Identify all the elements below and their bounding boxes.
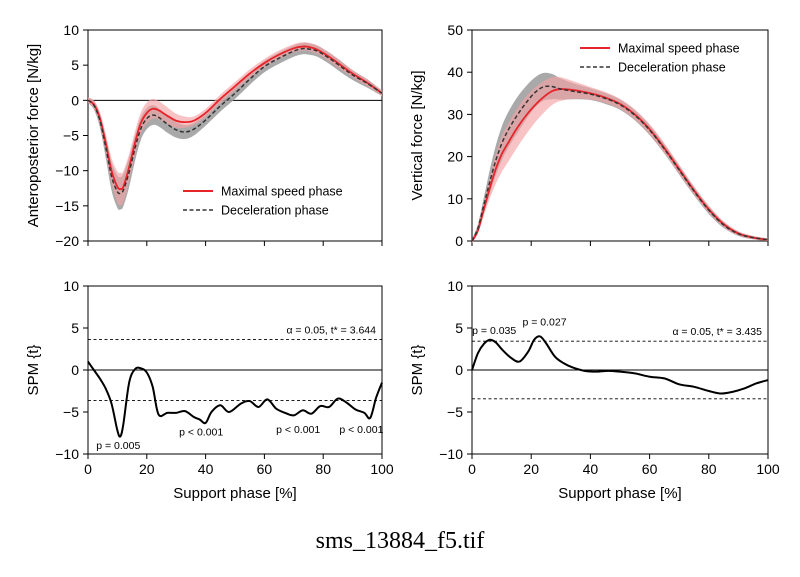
x-tick-label: 100 — [756, 461, 780, 477]
y-tick-label: −5 — [63, 128, 79, 144]
y-tick-label: −10 — [55, 446, 79, 462]
y-axis-label: SPM {t} — [409, 345, 426, 396]
x-tick-label: 40 — [198, 461, 214, 477]
y-tick-label: 30 — [447, 106, 463, 122]
y-tick-label: 0 — [71, 92, 79, 108]
threshold-label: α = 0.05, t* = 3.435 — [672, 326, 762, 338]
y-tick-label: 40 — [447, 64, 463, 80]
x-tick-label: 0 — [468, 461, 476, 477]
x-tick-label: 20 — [523, 461, 539, 477]
threshold-label: α = 0.05, t* = 3.644 — [286, 324, 376, 336]
y-tick-label: 5 — [71, 57, 79, 73]
legend-label-maximal-speed: Maximal speed phase — [221, 185, 343, 199]
y-tick-label: −5 — [63, 404, 79, 420]
y-tick-label: −10 — [439, 446, 463, 462]
spm-t-curve — [471, 335, 769, 395]
spm-t-curve — [87, 361, 383, 438]
line-maximal-speed — [87, 45, 383, 191]
line-deceleration — [471, 85, 769, 242]
x-axis-label: Support phase [%] — [173, 485, 296, 502]
y-tick-label: 10 — [63, 278, 79, 294]
figure-caption: sms_13884_f5.tif — [315, 528, 485, 554]
legend-label-deceleration: Deceleration phase — [618, 61, 726, 75]
band-deceleration — [472, 72, 768, 244]
p-value-label: p = 0.035 — [472, 325, 516, 337]
y-tick-label: −10 — [55, 163, 79, 179]
p-value-label: p < 0.001 — [179, 427, 223, 439]
p-value-label: p = 0.027 — [522, 316, 566, 328]
legend-label-deceleration: Deceleration phase — [221, 204, 329, 218]
y-tick-label: 10 — [63, 22, 79, 38]
y-tick-label: 0 — [71, 362, 79, 378]
y-tick-label: 10 — [447, 191, 463, 207]
x-tick-label: 0 — [84, 461, 92, 477]
y-tick-label: 20 — [447, 149, 463, 165]
y-tick-label: 5 — [455, 320, 463, 336]
panel-spm-vertical: 10 5 0 −5 −10 0 20 40 60 80 100 SPM {t} Support phas… — [409, 278, 780, 502]
x-tick-label: 60 — [642, 461, 658, 477]
x-tick-label: 80 — [315, 461, 331, 477]
p-value-label: p = 0.005 — [96, 440, 140, 452]
y-axis-label: Vertical force [N/kg] — [409, 70, 426, 200]
y-tick-label: −5 — [447, 404, 463, 420]
panel-anteroposterior-force: 10 5 0 −5 −10 −15 −20 Anteroposterior force [N/… — [25, 22, 383, 249]
x-axis-label: Support phase [%] — [558, 485, 681, 502]
y-axis-label: SPM {t} — [25, 345, 42, 396]
x-tick-label: 40 — [583, 461, 599, 477]
plot-frame — [471, 29, 769, 242]
y-tick-label: 5 — [71, 320, 79, 336]
y-tick-label: 0 — [455, 233, 463, 249]
x-tick-label: 80 — [701, 461, 717, 477]
x-tick-label: 60 — [257, 461, 273, 477]
y-tick-label: −20 — [55, 233, 79, 249]
line-deceleration — [87, 47, 383, 195]
y-tick-label: 10 — [447, 278, 463, 294]
p-value-label: p < 0.001 — [339, 424, 383, 436]
panel-spm-anteroposterior: 10 5 0 −5 −10 0 20 40 60 80 100 SPM {t} Support phas… — [25, 278, 394, 502]
x-tick-label: 20 — [139, 461, 155, 477]
x-tick-label: 100 — [370, 461, 394, 477]
legend-label-maximal-speed: Maximal speed phase — [618, 42, 740, 56]
p-value-label: p < 0.001 — [276, 424, 320, 436]
y-tick-label: −15 — [55, 198, 79, 214]
y-axis-label: Anteroposterior force [N/kg] — [25, 44, 42, 227]
y-tick-label: 50 — [447, 22, 463, 38]
panel-vertical-force: 0 10 20 30 40 50 Vertical force [N/kg] Maximal … — [409, 22, 769, 249]
y-tick-label: 0 — [455, 362, 463, 378]
band-maximal-speed — [88, 42, 382, 206]
